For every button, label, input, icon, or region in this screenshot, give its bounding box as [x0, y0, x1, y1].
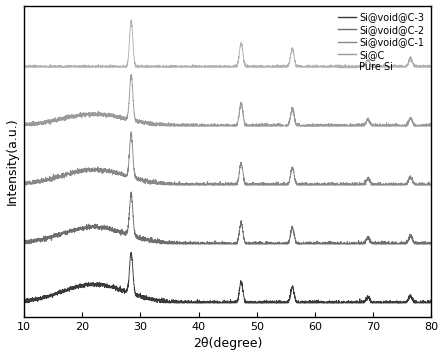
X-axis label: 2θ(degree): 2θ(degree) [193, 337, 262, 350]
Legend: Si@void@C-3, Si@void@C-2, Si@void@C-1, Si@C, Pure Si: Si@void@C-3, Si@void@C-2, Si@void@C-1, S… [336, 10, 427, 74]
Y-axis label: Intensity(a.u.): Intensity(a.u.) [6, 117, 19, 205]
